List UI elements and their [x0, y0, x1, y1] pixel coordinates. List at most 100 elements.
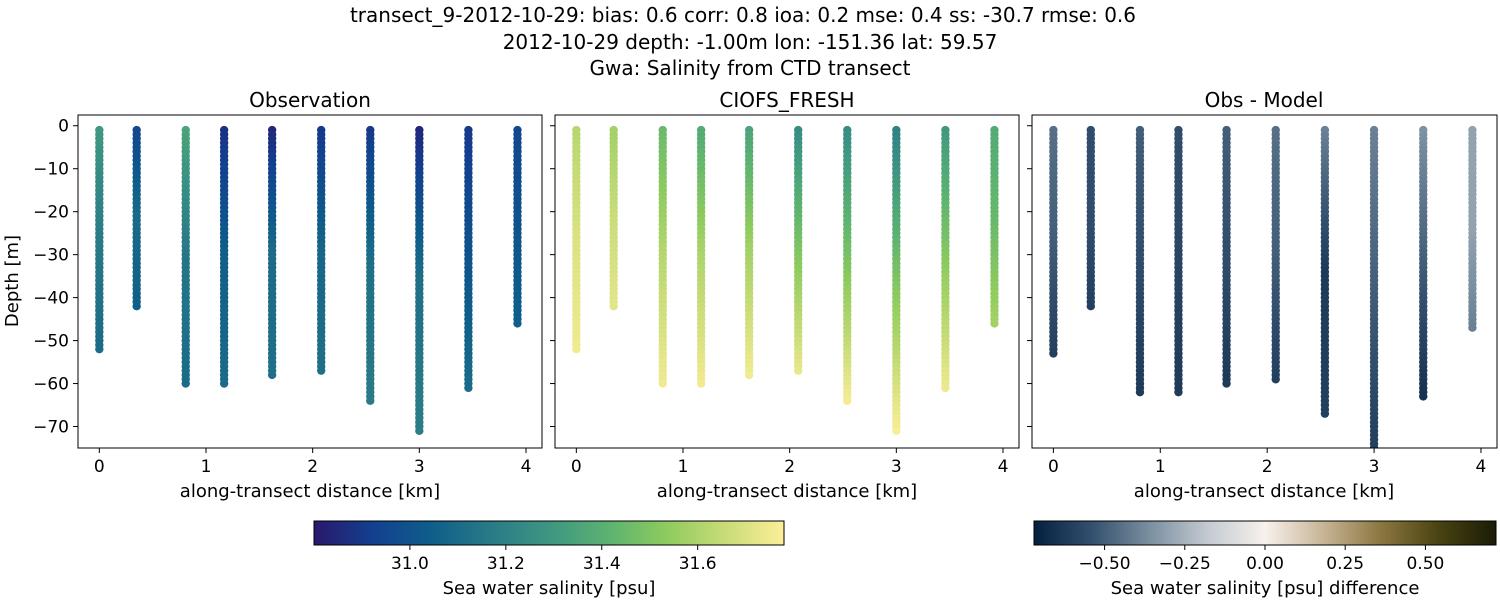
ciofs-fresh-data-point	[744, 370, 754, 380]
obs-minus-model-data-point	[1086, 302, 1095, 311]
obs-minus-model-data-point	[1174, 387, 1183, 397]
obs-minus-model-x-tick-label: 3	[1369, 457, 1380, 477]
ciofs-fresh-profile	[609, 125, 618, 311]
panel-obs-minus-model: Obs - Model 0 1 2 3 4 along-transect distanc…	[1027, 88, 1498, 502]
observation-axes-frame	[77, 114, 543, 449]
obs-minus-model-x-tick-label: 0	[1048, 457, 1059, 477]
observation-data-point	[181, 379, 190, 388]
colorbar-difference-label: Sea water salinity [psu] difference	[1111, 578, 1420, 599]
observation-data-point	[95, 344, 104, 354]
colorbar-difference-tick-label: −0.50	[1079, 554, 1131, 574]
observation-profile	[219, 125, 229, 388]
ciofs-fresh-data-point	[696, 379, 706, 388]
ciofs-fresh-x-ticks: 0 1 2 3 4	[571, 448, 1008, 477]
colorbar-difference-tick-label: −0.25	[1159, 554, 1211, 574]
obs-minus-model-profile	[1468, 125, 1477, 332]
ciofs-fresh-profile	[941, 125, 950, 393]
panel-title-observation: Observation	[249, 88, 371, 112]
ciofs-fresh-x-tick-label: 4	[998, 457, 1009, 477]
observation-data-point	[513, 319, 522, 328]
ciofs-fresh-profile	[892, 125, 901, 436]
obs-minus-model-data-point	[1468, 323, 1477, 332]
colorbar-salinity-gradient	[313, 520, 785, 546]
obs-minus-model-data-point	[1135, 387, 1145, 397]
obs-minus-model-profile	[1135, 125, 1145, 397]
obs-minus-model-profile	[1174, 125, 1183, 397]
ciofs-fresh-x-tick-label: 1	[678, 457, 689, 477]
ciofs-fresh-x-tick-label: 2	[784, 457, 795, 477]
ciofs-fresh-profile	[696, 125, 706, 388]
observation-profile	[464, 125, 473, 393]
observation-x-tick-label: 2	[307, 457, 318, 477]
colorbar-salinity: 31.0 31.2 31.4 31.6 Sea water salinity [psu…	[313, 520, 785, 599]
observation-data-point	[464, 383, 473, 393]
observation-x-tick-label: 4	[521, 457, 532, 477]
obs-minus-model-profile	[1049, 125, 1058, 358]
observation-profile	[267, 125, 277, 380]
observation-x-tick-label: 3	[414, 457, 425, 477]
observation-data-point	[415, 426, 424, 436]
colorbar-salinity-ticks: 31.0 31.2 31.4 31.6	[391, 545, 717, 574]
observation-y-tick-label: −50	[33, 332, 69, 352]
obs-minus-model-x-tick-label: 2	[1262, 457, 1273, 477]
obs-minus-model-data-point	[1369, 443, 1379, 448]
ciofs-fresh-data-point	[658, 379, 667, 388]
obs-minus-model-data-point	[1049, 349, 1058, 358]
obs-minus-model-profile	[1086, 125, 1095, 311]
obs-minus-model-markers	[1049, 125, 1477, 448]
obs-minus-model-x-axis-label: along-transect distance [km]	[1134, 481, 1394, 502]
obs-minus-model-data-point	[1222, 379, 1231, 388]
observation-profile	[415, 125, 424, 436]
colorbar-salinity-tick-label: 31.4	[583, 554, 621, 574]
colorbar-salinity-tick-label: 31.6	[679, 554, 717, 574]
observation-profile	[366, 125, 375, 405]
ciofs-fresh-data-point	[572, 344, 581, 354]
ciofs-fresh-x-tick-label: 3	[891, 457, 902, 477]
observation-y-ticks: 0 −10 −20 −30 −40 −50 −60 −70	[33, 117, 78, 438]
observation-x-axis-label: along-transect distance [km]	[180, 481, 440, 502]
ciofs-fresh-data-point	[941, 383, 950, 393]
suptitle-line-2: 2012-10-29 depth: -1.00m lon: -151.36 la…	[503, 30, 998, 54]
colorbar-difference-tick-label: 0.50	[1406, 554, 1444, 574]
colorbar-difference: −0.50 −0.25 0.00 0.25 0.50 Sea water salinit…	[1033, 520, 1497, 599]
observation-y-tick-label: 0	[58, 117, 69, 137]
ciofs-fresh-profile	[572, 125, 581, 354]
panel-title-obs-minus-model: Obs - Model	[1205, 88, 1324, 112]
ciofs-fresh-x-tick-label: 0	[571, 457, 582, 477]
panel-observation: Observation 0 1 2 3 4 0 −10 −20 −30 −40 −50 −60 −70…	[2, 88, 543, 502]
suptitle-line-1: transect_9-2012-10-29: bias: 0.6 corr: 0…	[350, 3, 1136, 27]
observation-profile	[513, 125, 522, 328]
obs-minus-model-profile	[1369, 125, 1379, 448]
panel-ciofs-fresh: CIOFS_FRESH 0 1 2 3 4 along-transect distanc…	[550, 88, 1020, 502]
colorbar-difference-ticks: −0.50 −0.25 0.00 0.25 0.50	[1079, 545, 1444, 574]
ciofs-fresh-y-ticks	[550, 125, 555, 428]
colorbar-salinity-label: Sea water salinity [psu]	[443, 578, 656, 599]
ciofs-fresh-data-point	[609, 302, 618, 311]
obs-minus-model-profile	[1271, 125, 1280, 384]
observation-profile	[95, 125, 104, 354]
obs-minus-model-axes-frame	[1031, 114, 1498, 449]
ciofs-fresh-profile	[794, 125, 803, 375]
observation-x-ticks: 0 1 2 3 4	[94, 448, 531, 477]
obs-minus-model-profile	[1222, 125, 1231, 388]
ciofs-fresh-markers	[572, 125, 999, 436]
observation-y-tick-label: −20	[33, 203, 69, 223]
suptitle-line-3: Gwa: Salinity from CTD transect	[590, 56, 911, 80]
observation-x-tick-label: 1	[201, 457, 212, 477]
observation-x-tick-label: 0	[94, 457, 105, 477]
ciofs-fresh-data-point	[892, 426, 901, 436]
colorbar-salinity-tick-label: 31.2	[487, 554, 525, 574]
ciofs-fresh-profile	[843, 125, 852, 405]
observation-data-point	[219, 379, 229, 388]
observation-profile	[181, 125, 190, 388]
observation-y-tick-label: −70	[33, 418, 69, 438]
ciofs-fresh-data-point	[794, 366, 803, 375]
observation-markers	[95, 125, 522, 436]
ciofs-fresh-x-axis-label: along-transect distance [km]	[657, 481, 917, 502]
colorbar-difference-tick-label: 0.00	[1246, 554, 1284, 574]
colorbar-difference-gradient	[1033, 520, 1497, 546]
obs-minus-model-x-tick-label: 1	[1155, 457, 1166, 477]
ciofs-fresh-profile	[744, 125, 754, 380]
ciofs-fresh-axes-frame	[554, 114, 1020, 449]
